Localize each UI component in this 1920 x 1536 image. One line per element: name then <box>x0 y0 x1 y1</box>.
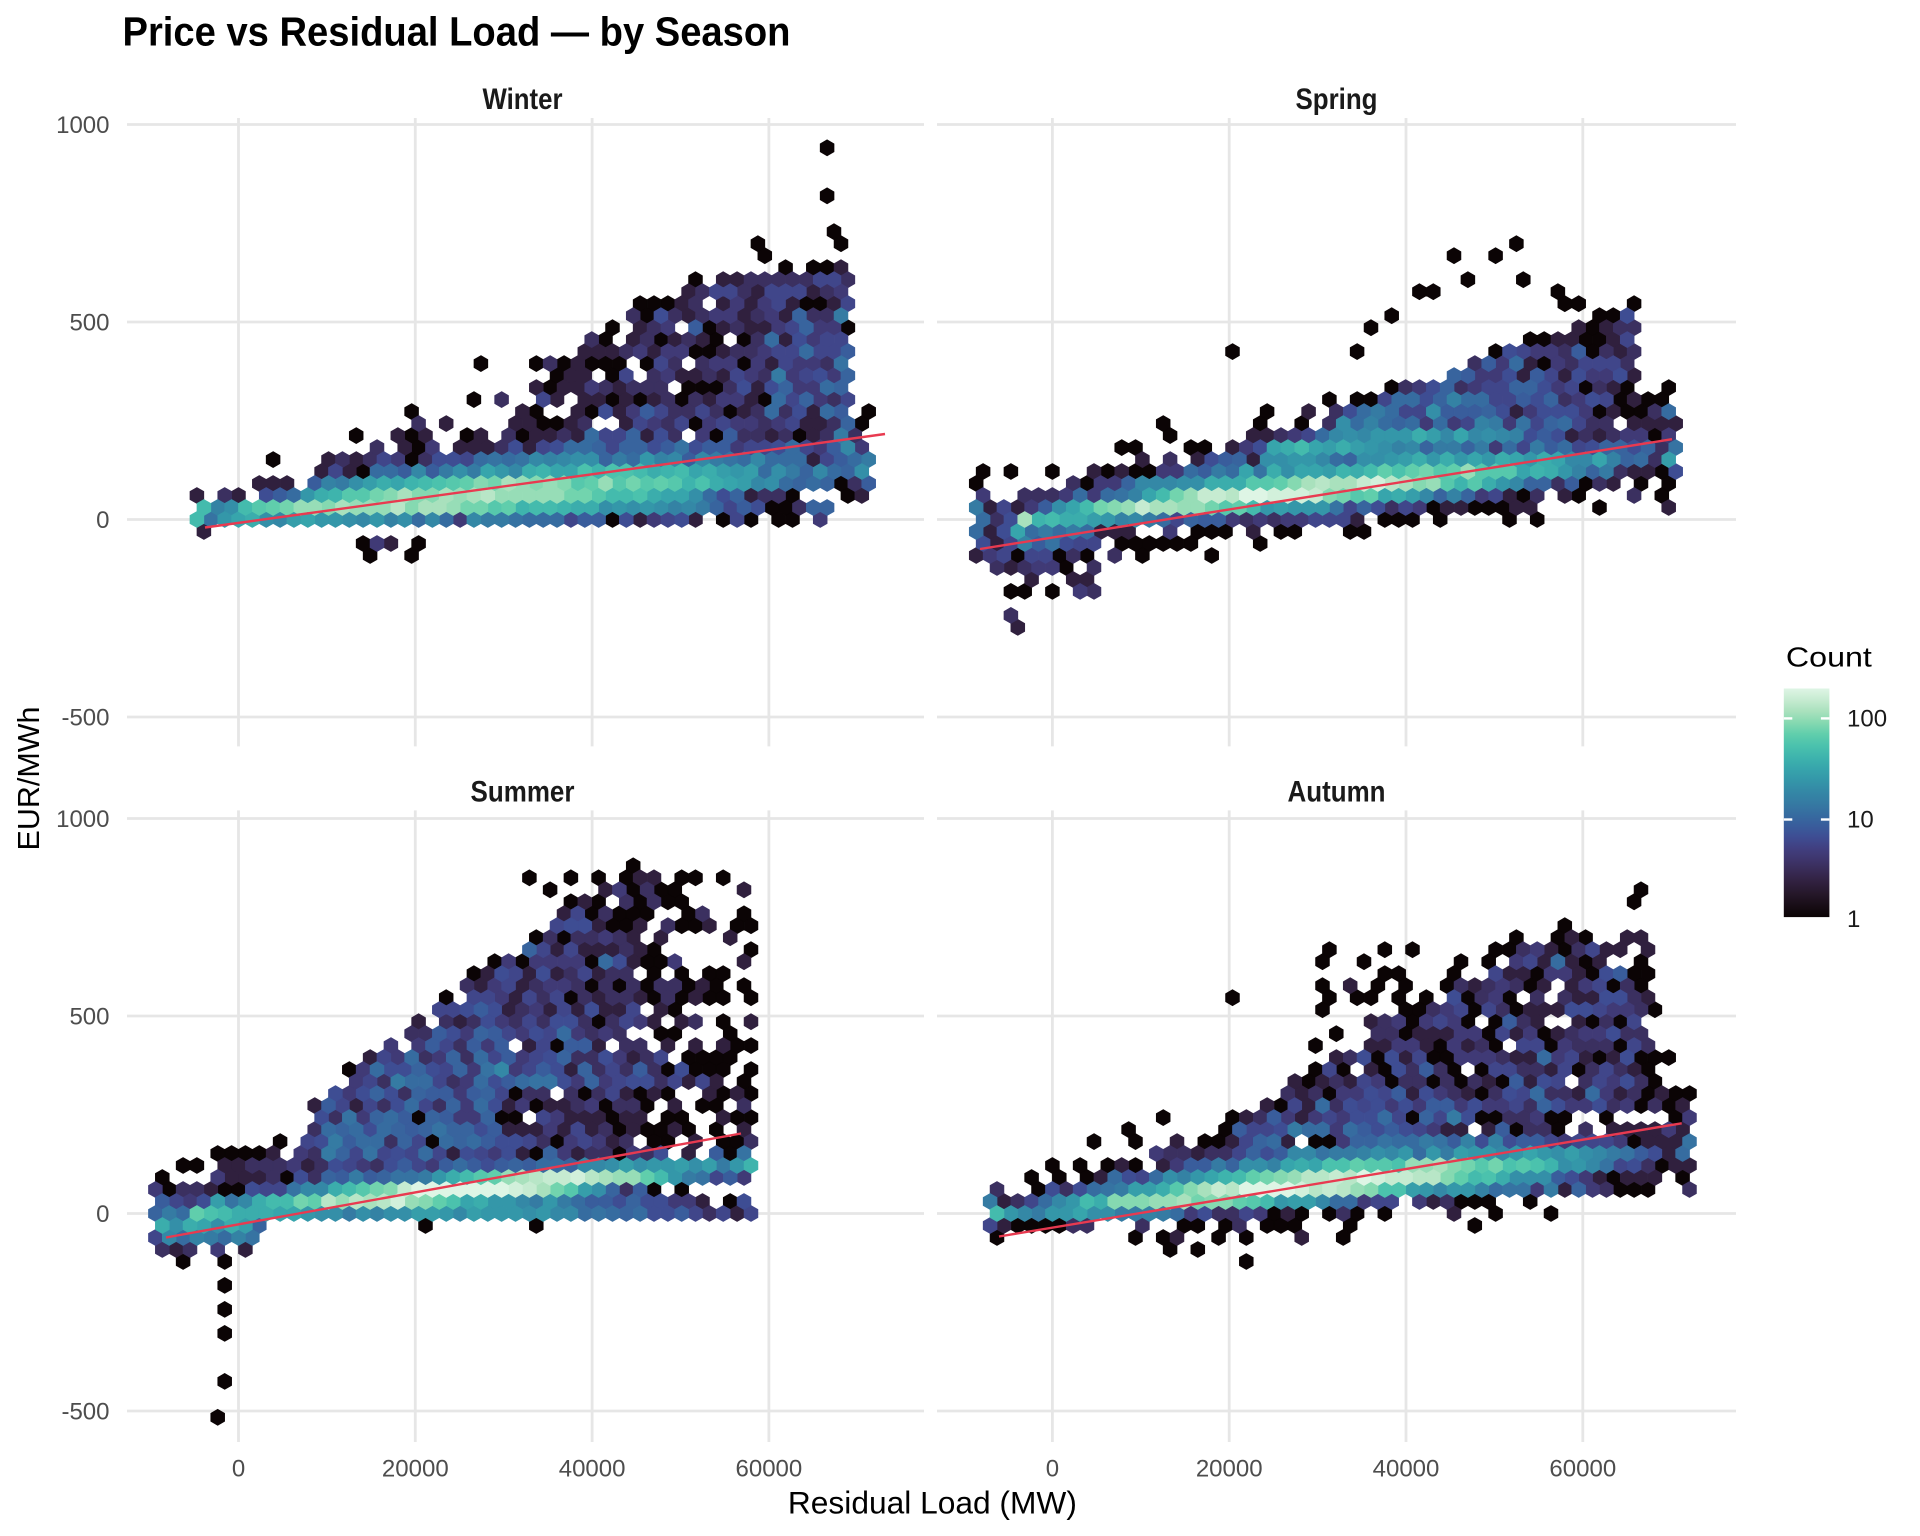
svg-text:1: 1 <box>1847 906 1860 933</box>
svg-text:Spring: Spring <box>1296 83 1378 116</box>
svg-text:Winter: Winter <box>483 83 563 116</box>
svg-text:1000: 1000 <box>56 806 109 833</box>
svg-text:Price vs Residual Load — by Se: Price vs Residual Load — by Season <box>123 9 791 55</box>
svg-text:20000: 20000 <box>1196 1455 1263 1482</box>
svg-text:Count: Count <box>1786 641 1872 672</box>
svg-text:0: 0 <box>96 507 109 534</box>
svg-text:60000: 60000 <box>1549 1455 1616 1482</box>
svg-text:0: 0 <box>232 1455 245 1482</box>
svg-text:-500: -500 <box>61 704 109 731</box>
svg-text:-500: -500 <box>61 1398 109 1425</box>
svg-text:0: 0 <box>96 1201 109 1228</box>
svg-text:1000: 1000 <box>56 112 109 139</box>
svg-text:40000: 40000 <box>559 1455 626 1482</box>
svg-text:60000: 60000 <box>736 1455 803 1482</box>
svg-text:Autumn: Autumn <box>1288 776 1386 809</box>
svg-text:500: 500 <box>69 1003 109 1030</box>
svg-text:Residual Load (MW): Residual Load (MW) <box>788 1485 1077 1521</box>
svg-text:EUR/MWh: EUR/MWh <box>12 707 46 851</box>
svg-text:Summer: Summer <box>471 776 575 809</box>
svg-text:20000: 20000 <box>382 1455 449 1482</box>
svg-text:0: 0 <box>1046 1455 1059 1482</box>
svg-text:500: 500 <box>69 309 109 336</box>
svg-text:40000: 40000 <box>1373 1455 1440 1482</box>
svg-text:10: 10 <box>1847 807 1874 834</box>
svg-text:100: 100 <box>1847 706 1887 733</box>
